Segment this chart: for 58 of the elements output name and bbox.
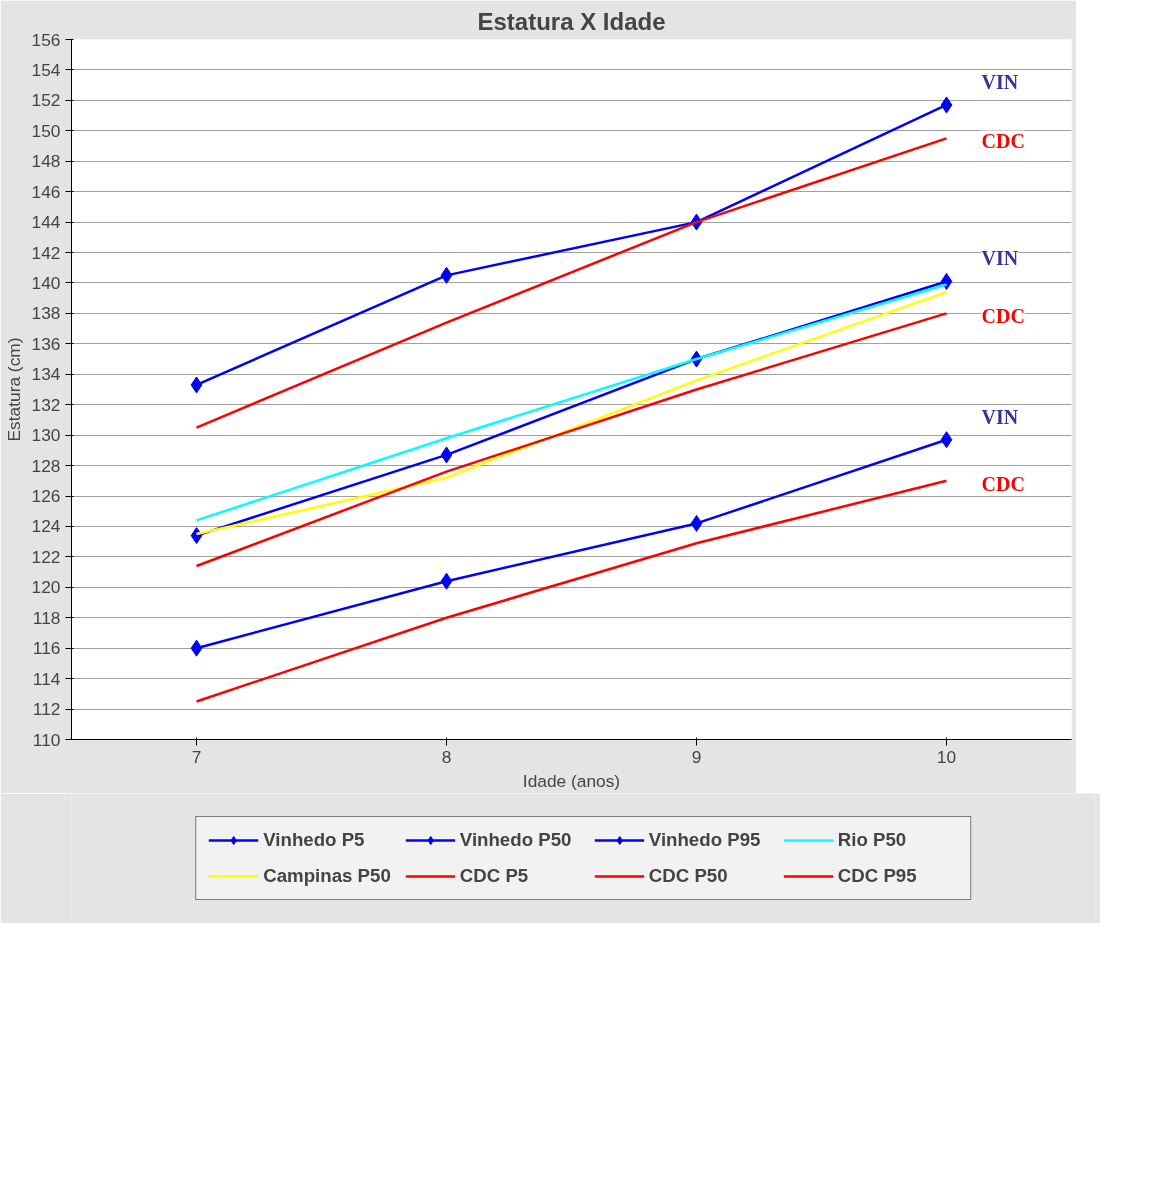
x-tick-label: 10 bbox=[936, 746, 957, 767]
y-tick-label: 114 bbox=[32, 668, 61, 689]
y-tick-label: 128 bbox=[31, 455, 61, 476]
legend-label: CDC P5 bbox=[459, 865, 530, 887]
y-tick-label: 156 bbox=[31, 29, 61, 50]
y-tick-label: 126 bbox=[31, 486, 61, 507]
annotation: VIN bbox=[981, 70, 1019, 93]
point bbox=[940, 272, 953, 290]
annotation: CDC bbox=[981, 472, 1025, 495]
y-tick-label: 132 bbox=[31, 394, 61, 415]
point bbox=[190, 376, 203, 394]
x-axis-title: Idade (anos) bbox=[522, 770, 621, 791]
annotation: CDC bbox=[981, 305, 1025, 328]
point bbox=[690, 514, 703, 532]
point bbox=[940, 431, 953, 449]
y-tick-label: 142 bbox=[31, 242, 61, 263]
point bbox=[440, 446, 453, 464]
legend-label: Vinhedo P50 bbox=[459, 829, 573, 851]
line-series bbox=[195, 479, 948, 703]
y-tick-label: 134 bbox=[31, 364, 61, 385]
legend-label: Vinhedo P5 bbox=[263, 829, 366, 851]
y-tick-label: 154 bbox=[31, 59, 61, 80]
y-tick-label: 112 bbox=[32, 699, 61, 720]
y-tick-label: 150 bbox=[31, 120, 61, 141]
x-tick-label: 8 bbox=[441, 746, 452, 767]
y-tick-label: 124 bbox=[31, 516, 61, 537]
line-series bbox=[195, 312, 948, 568]
x-tick-label: 9 bbox=[691, 746, 702, 767]
point bbox=[440, 266, 453, 284]
legend-label: Vinhedo P95 bbox=[648, 829, 762, 851]
y-tick-label: 116 bbox=[32, 638, 61, 659]
y-tick-label: 138 bbox=[31, 303, 61, 324]
x-tick-label: 7 bbox=[191, 746, 202, 767]
legend-label: CDC P50 bbox=[648, 865, 729, 887]
y-tick-label: 130 bbox=[31, 425, 61, 446]
y-tick-label: 148 bbox=[31, 151, 61, 172]
y-tick-label: 136 bbox=[31, 333, 61, 354]
point bbox=[190, 639, 203, 657]
y-tick-label: 146 bbox=[31, 181, 61, 202]
line-series bbox=[195, 137, 948, 429]
annotation: VIN bbox=[981, 405, 1019, 428]
y-tick-label: 144 bbox=[31, 212, 61, 233]
legend-label: Rio P50 bbox=[837, 829, 908, 851]
chart-title: Estatura X Idade bbox=[477, 7, 666, 35]
y-tick-label: 118 bbox=[32, 607, 61, 628]
y-tick-label: 120 bbox=[31, 577, 61, 598]
point bbox=[190, 527, 203, 545]
point bbox=[440, 572, 453, 590]
y-tick-label: 152 bbox=[31, 90, 61, 111]
annotation: CDC bbox=[981, 130, 1025, 153]
y-tick-label: 122 bbox=[31, 546, 61, 567]
point bbox=[940, 96, 953, 114]
annotation: VIN bbox=[981, 247, 1019, 270]
y-tick-label: 110 bbox=[32, 729, 61, 750]
legend-label: CDC P95 bbox=[837, 865, 918, 887]
y-axis-title: Estatura (cm) bbox=[3, 337, 24, 442]
legend-label: Campinas P50 bbox=[263, 865, 391, 887]
y-tick-label: 140 bbox=[31, 272, 61, 293]
